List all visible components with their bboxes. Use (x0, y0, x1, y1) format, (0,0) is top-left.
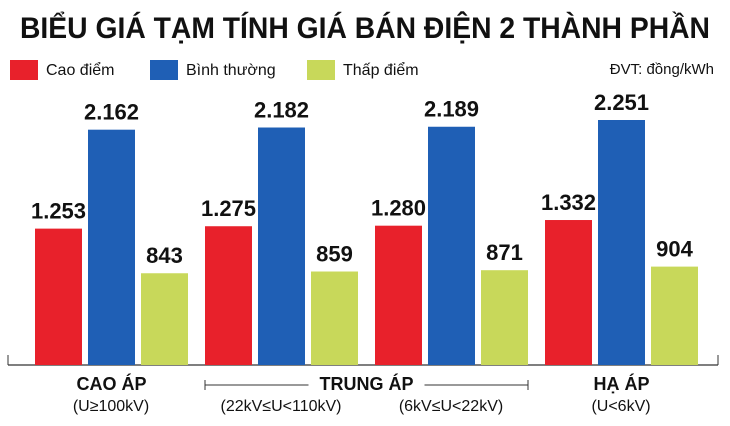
bar (88, 129, 135, 365)
legend-label: Bình thường (186, 62, 276, 79)
bar (311, 271, 358, 365)
data-label: 2.251 (594, 90, 649, 115)
group-label: TRUNG ÁP (320, 373, 414, 394)
bar (598, 120, 645, 365)
group-label: CAO ÁP (76, 373, 146, 394)
legend-swatch (307, 60, 335, 80)
legend-swatch (10, 60, 38, 80)
bar (141, 273, 188, 365)
unit-note: ĐVT: đồng/kWh (610, 61, 714, 78)
bar (428, 126, 475, 366)
data-label: 1.280 (371, 195, 426, 220)
data-label: 1.253 (31, 198, 86, 223)
data-label: 2.162 (84, 99, 139, 124)
data-label: 843 (146, 243, 183, 268)
data-label: 859 (316, 241, 353, 266)
bar (375, 225, 422, 365)
category-label: (22kV≤U<110kV) (221, 398, 342, 415)
bar (35, 228, 82, 365)
legend-swatch (150, 60, 178, 80)
bar (481, 270, 528, 365)
category-label: (U<6kV) (591, 398, 650, 415)
bar (651, 266, 698, 365)
data-label: 2.182 (254, 97, 309, 122)
data-label: 1.275 (201, 196, 256, 221)
category-label: (U≥100kV) (73, 398, 149, 415)
bar (258, 127, 305, 365)
data-label: 2.189 (424, 97, 479, 122)
data-label: 871 (486, 240, 523, 265)
legend-label: Cao điểm (46, 61, 114, 79)
legend-label: Thấp điểm (343, 61, 419, 79)
bar (205, 226, 252, 365)
data-label: 904 (656, 236, 693, 261)
group-label: HẠ ÁP (593, 373, 649, 394)
bar (545, 220, 592, 365)
category-label: (6kV≤U<22kV) (399, 398, 503, 415)
data-label: 1.332 (541, 190, 596, 215)
chart-title: BIỂU GIÁ TẠM TÍNH GIÁ BÁN ĐIỆN 2 THÀNH P… (20, 11, 710, 45)
